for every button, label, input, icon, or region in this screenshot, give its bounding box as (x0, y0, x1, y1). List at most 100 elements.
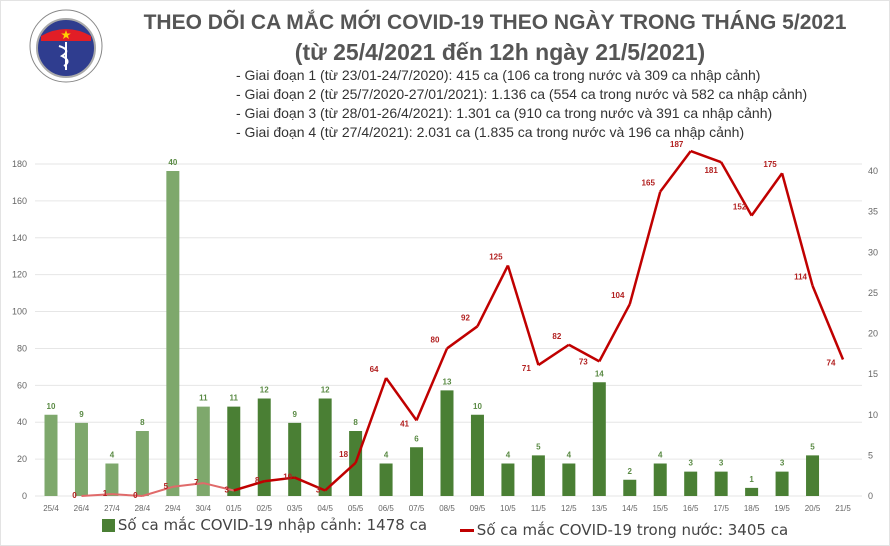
bar-data-label: 5 (810, 442, 815, 451)
right-axis-tick-label: 20 (868, 329, 878, 339)
legend-item-domestic: Số ca mắc COVID-19 trong nước: 3405 ca (459, 521, 789, 539)
right-axis-tick-label: 40 (868, 166, 878, 176)
x-axis-tick-label: 01/5 (226, 504, 242, 513)
x-axis-tick-label: 26/4 (74, 504, 90, 513)
legend-item-imported: Số ca mắc COVID-19 nhập cảnh: 1478 ca (101, 516, 428, 534)
bar (470, 414, 484, 496)
line-data-label: 0 (133, 491, 138, 500)
bar-data-label: 4 (506, 451, 511, 460)
note-line: - Giai đoạn 2 (từ 25/7/2020-27/01/2021):… (236, 86, 808, 102)
line-data-label: 18 (339, 450, 348, 459)
x-axis-tick-label: 13/5 (592, 504, 608, 513)
line-data-label: 181 (704, 166, 718, 175)
line-segment (537, 343, 570, 367)
legend-label: Số ca mắc COVID-19 nhập cảnh: 1478 ca (117, 516, 428, 534)
note-line: - Giai đoạn 4 (từ 27/4/2021): 2.031 ca (… (236, 124, 745, 140)
x-axis-tick-label: 29/4 (165, 504, 181, 513)
bar (806, 455, 820, 496)
ministry-of-health-logo (29, 9, 103, 83)
line-data-label: 187 (670, 140, 684, 149)
legend-swatch-bar (101, 518, 115, 532)
left-axis-tick-label: 140 (12, 233, 27, 243)
bar-data-label: 4 (658, 451, 663, 460)
left-axis-tick-label: 40 (17, 417, 27, 427)
line-data-label: 41 (400, 419, 409, 428)
x-axis-tick-label: 12/5 (561, 504, 577, 513)
note-line: - Giai đoạn 3 (từ 28/01-26/4/2021): 1.30… (236, 105, 773, 121)
line-segment (324, 461, 357, 492)
bar-data-label: 3 (780, 459, 785, 468)
line-data-label: 8 (255, 476, 260, 485)
x-axis-tick-label: 21/5 (835, 504, 851, 513)
bar-data-label: 10 (47, 402, 56, 411)
x-axis-tick-label: 02/5 (256, 504, 272, 513)
right-axis-tick-label: 30 (868, 247, 878, 257)
line-segment (628, 191, 662, 305)
x-axis-tick-label: 28/4 (135, 504, 151, 513)
line-segment (142, 485, 174, 497)
right-axis-tick-label: 10 (868, 410, 878, 420)
chart-plot: 0204060801001201401601800510152025303540… (12, 140, 878, 513)
line-segment (111, 493, 143, 497)
line-data-label: 0 (72, 491, 77, 500)
left-axis-tick-label: 180 (12, 159, 27, 169)
left-axis-tick-label: 160 (12, 196, 27, 206)
bar (227, 406, 241, 496)
legend-swatch-line (459, 528, 474, 532)
right-axis-tick-label: 0 (868, 491, 873, 501)
bar-data-label: 6 (414, 434, 419, 443)
line-segment (568, 343, 600, 363)
x-axis-tick-label: 14/5 (622, 504, 638, 513)
x-axis-tick-label: 05/5 (348, 504, 364, 513)
bar (653, 463, 667, 496)
line-data-label: 152 (733, 203, 747, 212)
bar-data-label: 12 (260, 386, 269, 395)
line-data-label: 3 (225, 485, 230, 494)
line-data-label: 125 (489, 252, 503, 261)
x-axis-tick-label: 16/5 (683, 504, 699, 513)
bar-data-label: 11 (199, 394, 208, 403)
line-data-label: 64 (370, 365, 379, 374)
line-segment (264, 476, 295, 483)
line-segment (780, 172, 814, 287)
x-axis-tick-label: 11/5 (531, 504, 547, 513)
line-data-label: 10 (283, 473, 292, 482)
x-axis-tick-label: 15/5 (652, 504, 668, 513)
line-segment (233, 480, 265, 492)
line-segment (81, 493, 112, 497)
bar (775, 471, 789, 496)
bar (196, 406, 210, 496)
bar-data-label: 1 (749, 475, 754, 484)
bar-data-label: 10 (473, 402, 482, 411)
line-segment (446, 325, 479, 350)
left-axis-tick-label: 0 (22, 491, 27, 501)
x-axis-tick-label: 20/5 (805, 504, 821, 513)
bar (105, 463, 119, 496)
line-data-label: 73 (579, 357, 588, 366)
line-segment (690, 149, 722, 164)
left-axis-tick-label: 120 (12, 270, 27, 280)
bar (745, 487, 759, 496)
right-axis-tick-label: 15 (868, 369, 878, 379)
line-data-label: 80 (431, 335, 440, 344)
right-axis-tick-label: 35 (868, 207, 878, 217)
line-segment (750, 172, 784, 217)
right-axis-tick-label: 5 (868, 450, 873, 460)
x-axis-tick-label: 06/5 (378, 504, 394, 513)
x-axis-tick-label: 08/5 (439, 504, 455, 513)
bar (714, 471, 728, 496)
line-segment (659, 150, 692, 193)
bar (623, 479, 637, 496)
bar-data-label: 9 (79, 410, 84, 419)
bar-data-label: 2 (628, 467, 633, 476)
legend-label: Số ca mắc COVID-19 trong nước: 3405 ca (476, 521, 789, 539)
bar (531, 455, 545, 496)
bar (257, 398, 271, 496)
bar-data-label: 11 (230, 394, 239, 403)
x-axis-tick-label: 07/5 (409, 504, 425, 513)
bar-data-label: 4 (384, 451, 389, 460)
bar (562, 463, 576, 496)
bar-data-label: 8 (140, 418, 145, 427)
line-segment (598, 303, 631, 362)
x-axis-tick-label: 27/4 (104, 504, 120, 513)
